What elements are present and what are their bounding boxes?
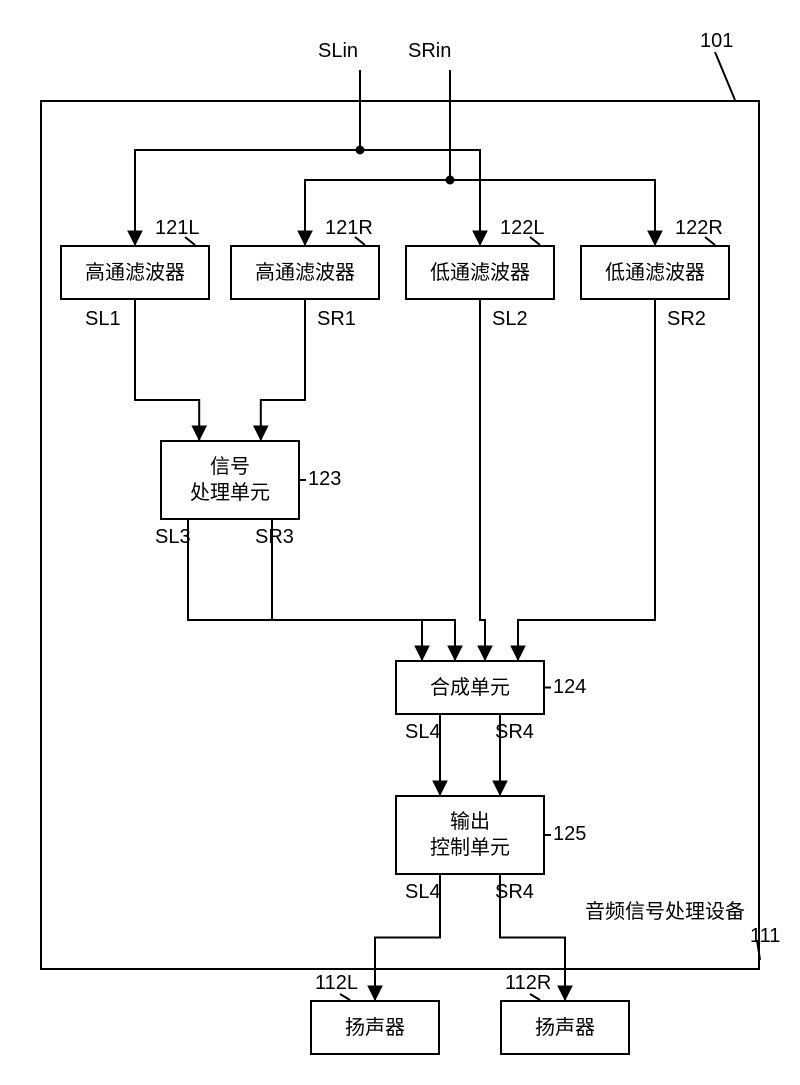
sig-sl4a: SL4	[405, 721, 441, 744]
block-label: 低通滤波器	[605, 260, 705, 286]
block-label: 合成单元	[430, 675, 510, 701]
ref-122r: 122R	[675, 217, 723, 240]
sig-sl2: SL2	[492, 308, 528, 331]
block-lowpass-right: 低通滤波器	[580, 245, 730, 300]
sig-sr4a: SR4	[495, 721, 534, 744]
sig-sr1: SR1	[317, 308, 356, 331]
block-speaker-right: 扬声器	[500, 1000, 630, 1055]
block-label: 高通滤波器	[255, 260, 355, 286]
block-synthesis: 合成单元	[395, 660, 545, 715]
outer-cn-label: 音频信号处理设备	[585, 895, 745, 924]
ref-121l: 121L	[155, 217, 200, 240]
label-slin: SLin	[318, 40, 358, 63]
block-label: 扬声器	[345, 1015, 405, 1041]
block-label: 低通滤波器	[430, 260, 530, 286]
sig-sr4b: SR4	[495, 881, 534, 904]
ref-111: 111	[750, 925, 780, 948]
block-highpass-right: 高通滤波器	[230, 245, 380, 300]
block-signal-processing: 信号处理单元	[160, 440, 300, 520]
block-label: 高通滤波器	[85, 260, 185, 286]
ref-121r: 121R	[325, 217, 373, 240]
sig-sl4b: SL4	[405, 881, 441, 904]
ref-124: 124	[553, 676, 586, 699]
block-highpass-left: 高通滤波器	[60, 245, 210, 300]
ref-101: 101	[700, 30, 733, 53]
ref-122l: 122L	[500, 217, 545, 240]
sig-sr2: SR2	[667, 308, 706, 331]
ref-125: 125	[553, 823, 586, 846]
diagram-canvas: 高通滤波器 高通滤波器 低通滤波器 低通滤波器 信号处理单元 合成单元 输出控制…	[0, 0, 800, 1085]
sig-sl3: SL3	[155, 526, 191, 549]
block-speaker-left: 扬声器	[310, 1000, 440, 1055]
block-label: 输出控制单元	[430, 809, 510, 861]
ref-112l: 112L	[315, 972, 358, 995]
ref-123: 123	[308, 468, 341, 491]
ref-112r: 112R	[505, 972, 551, 995]
block-label: 扬声器	[535, 1015, 595, 1041]
block-output-control: 输出控制单元	[395, 795, 545, 875]
label-srin: SRin	[408, 40, 451, 63]
sig-sr3: SR3	[255, 526, 294, 549]
sig-sl1: SL1	[85, 308, 121, 331]
block-label: 信号处理单元	[190, 454, 270, 506]
block-lowpass-left: 低通滤波器	[405, 245, 555, 300]
